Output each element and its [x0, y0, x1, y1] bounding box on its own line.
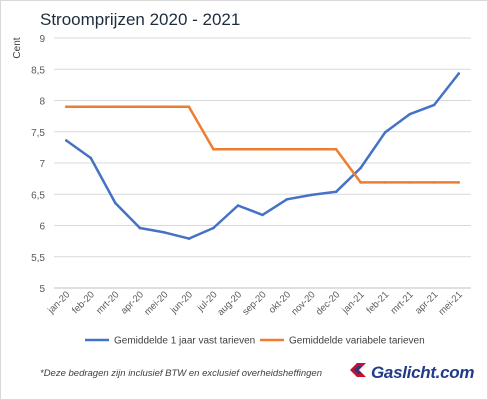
- y-tick-label: 5: [39, 284, 45, 295]
- x-tick-label: aug-20: [215, 289, 244, 318]
- x-tick-label: nov-20: [289, 289, 317, 317]
- data-point: [236, 148, 240, 151]
- data-point: [457, 181, 461, 184]
- brand-logo[interactable]: Gaslicht.com: [348, 361, 474, 384]
- y-tick-label: 8,5: [31, 65, 45, 76]
- data-point: [89, 156, 93, 160]
- data-point: [261, 148, 264, 151]
- x-tick-label: mei-20: [142, 289, 170, 317]
- x-tick-label: dec-20: [314, 289, 342, 317]
- data-point: [114, 201, 117, 205]
- x-tick-label: apr-21: [413, 289, 440, 316]
- y-tick-label: 6,5: [31, 190, 45, 201]
- data-point: [114, 105, 117, 108]
- data-point: [359, 166, 362, 170]
- y-tick-label: 9: [39, 34, 45, 45]
- data-point: [89, 105, 93, 108]
- y-tick-label: 7: [39, 159, 45, 170]
- gridlines: [54, 37, 471, 289]
- x-tick-label: feb-20: [70, 289, 97, 316]
- series-line-2: [65, 105, 460, 184]
- data-point: [236, 204, 240, 207]
- x-tick-label: feb-21: [364, 289, 391, 316]
- data-point: [457, 72, 461, 75]
- data-point: [163, 105, 166, 108]
- data-point: [138, 105, 142, 108]
- x-tick-label: okt-20: [267, 289, 293, 315]
- y-tick-label: 8: [39, 97, 45, 108]
- flame-logo-icon: [348, 361, 368, 384]
- data-point: [334, 190, 338, 194]
- data-point: [285, 198, 289, 201]
- legend: Gemiddelde 1 jaar vast tarieven Gemiddeld…: [85, 336, 425, 347]
- x-tick-label: jun-20: [168, 289, 195, 316]
- data-point: [163, 231, 166, 234]
- x-tick-label: mei-21: [437, 289, 465, 317]
- data-point: [261, 213, 264, 217]
- data-point: [383, 131, 387, 134]
- series-lines: [65, 72, 461, 240]
- data-point: [310, 193, 313, 197]
- data-point: [187, 105, 191, 108]
- data-point: [187, 237, 191, 240]
- data-point: [383, 181, 387, 184]
- legend-label: Gemiddelde variabele tarieven: [289, 336, 425, 347]
- data-point: [432, 181, 436, 184]
- y-tick-label: 7,5: [31, 128, 45, 139]
- brand-name: Gaslicht.com: [371, 362, 475, 382]
- data-point: [359, 181, 362, 184]
- y-axis-label: Cent: [12, 37, 23, 58]
- x-tick-label: jan-20: [45, 289, 72, 316]
- y-axis-ticks: 5 5,5 6 6,5 7 7,5 8 8,5 9: [31, 34, 45, 295]
- data-point: [408, 112, 412, 116]
- data-point: [285, 148, 289, 151]
- data-point: [432, 103, 436, 107]
- data-point: [212, 226, 215, 230]
- x-tick-label: mrt-20: [94, 289, 121, 316]
- chart-title: Stroomprijzen 2020 - 2021: [40, 10, 240, 29]
- legend-label: Gemiddelde 1 jaar vast tarieven: [114, 336, 255, 347]
- data-point: [65, 105, 68, 108]
- y-tick-label: 6: [39, 222, 45, 233]
- data-point: [408, 181, 412, 184]
- x-tick-label: apr-20: [119, 289, 146, 316]
- footnote: *Deze bedragen zijn inclusief BTW en exc…: [40, 368, 322, 379]
- x-tick-label: sep-20: [240, 289, 268, 317]
- data-point: [310, 148, 313, 151]
- data-point: [138, 226, 142, 230]
- x-tick-label: mrt-21: [389, 289, 416, 316]
- data-point: [212, 148, 215, 151]
- data-point: [65, 139, 68, 142]
- x-tick-label: jan-21: [340, 289, 367, 316]
- data-point: [334, 148, 338, 151]
- y-tick-label: 5,5: [31, 253, 45, 264]
